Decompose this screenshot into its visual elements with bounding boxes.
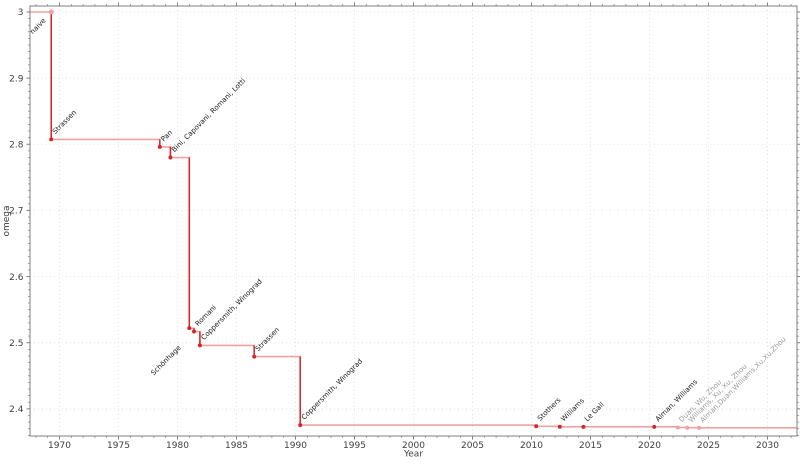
data-point-marker — [49, 137, 54, 142]
x-tick-label: 1990 — [284, 441, 307, 451]
annotation-label: Pan — [160, 129, 175, 144]
x-tick-label: 2015 — [579, 441, 602, 451]
data-point-marker — [192, 329, 197, 334]
annotation-label: Strassen — [254, 326, 281, 353]
data-point-marker — [557, 424, 562, 429]
y-tick-label: 3 — [18, 8, 24, 18]
y-tick-label: 2.5 — [9, 339, 23, 349]
x-tick-label: 2005 — [461, 441, 484, 451]
data-point-marker — [168, 155, 173, 160]
annotation-label: Williams — [560, 397, 587, 424]
y-tick-label: 2.7 — [9, 207, 23, 217]
annotation-label: Schönhage — [150, 344, 183, 377]
y-tick-label: 2.9 — [9, 74, 24, 84]
data-point-marker — [652, 424, 657, 429]
x-tick-label: 2020 — [638, 441, 661, 451]
annotation-label: Coppersmith, Winograd — [300, 357, 364, 421]
x-tick-label: 2000 — [402, 441, 425, 451]
x-tick-label: 1975 — [107, 441, 130, 451]
x-tick-label: 1970 — [48, 441, 71, 451]
data-point-marker — [157, 144, 162, 149]
y-tick-label: 2.8 — [9, 140, 24, 150]
annotation-label: Strassen — [51, 109, 78, 136]
annotation-label: Williams, Xu, Xu, Zhou — [687, 363, 749, 425]
data-point-marker — [697, 425, 702, 430]
x-tick-label: 1985 — [225, 441, 248, 451]
x-tick-label: 1995 — [343, 441, 366, 451]
data-point-marker — [187, 326, 192, 331]
annotation-label: Bini, Capovani, Romani, Lotti — [170, 77, 247, 154]
x-axis-label: Year — [403, 450, 423, 460]
y-tick-label: 2.6 — [9, 273, 24, 283]
x-tick-label: 2010 — [520, 441, 543, 451]
data-point-marker — [581, 424, 586, 429]
y-axis-label: omega — [2, 205, 12, 236]
annotation-label: Alman,Duan,Williams,Xu,Xu,Zhou — [699, 335, 788, 424]
data-point-marker — [685, 425, 690, 430]
x-tick-label: 1980 — [166, 441, 189, 451]
x-tick-label: 2030 — [756, 441, 779, 451]
data-point-marker — [298, 423, 303, 428]
annotation-label: naive — [28, 17, 47, 36]
data-point-marker — [534, 424, 539, 429]
x-tick-label: 2025 — [697, 441, 720, 451]
plot-border — [29, 5, 798, 437]
data-point-marker — [675, 425, 680, 430]
data-point-marker — [252, 354, 257, 359]
y-tick-label: 2.4 — [9, 405, 24, 415]
annotation-label: Le Gall — [583, 401, 606, 424]
data-point-marker — [197, 343, 202, 348]
data-point-marker — [48, 9, 54, 15]
